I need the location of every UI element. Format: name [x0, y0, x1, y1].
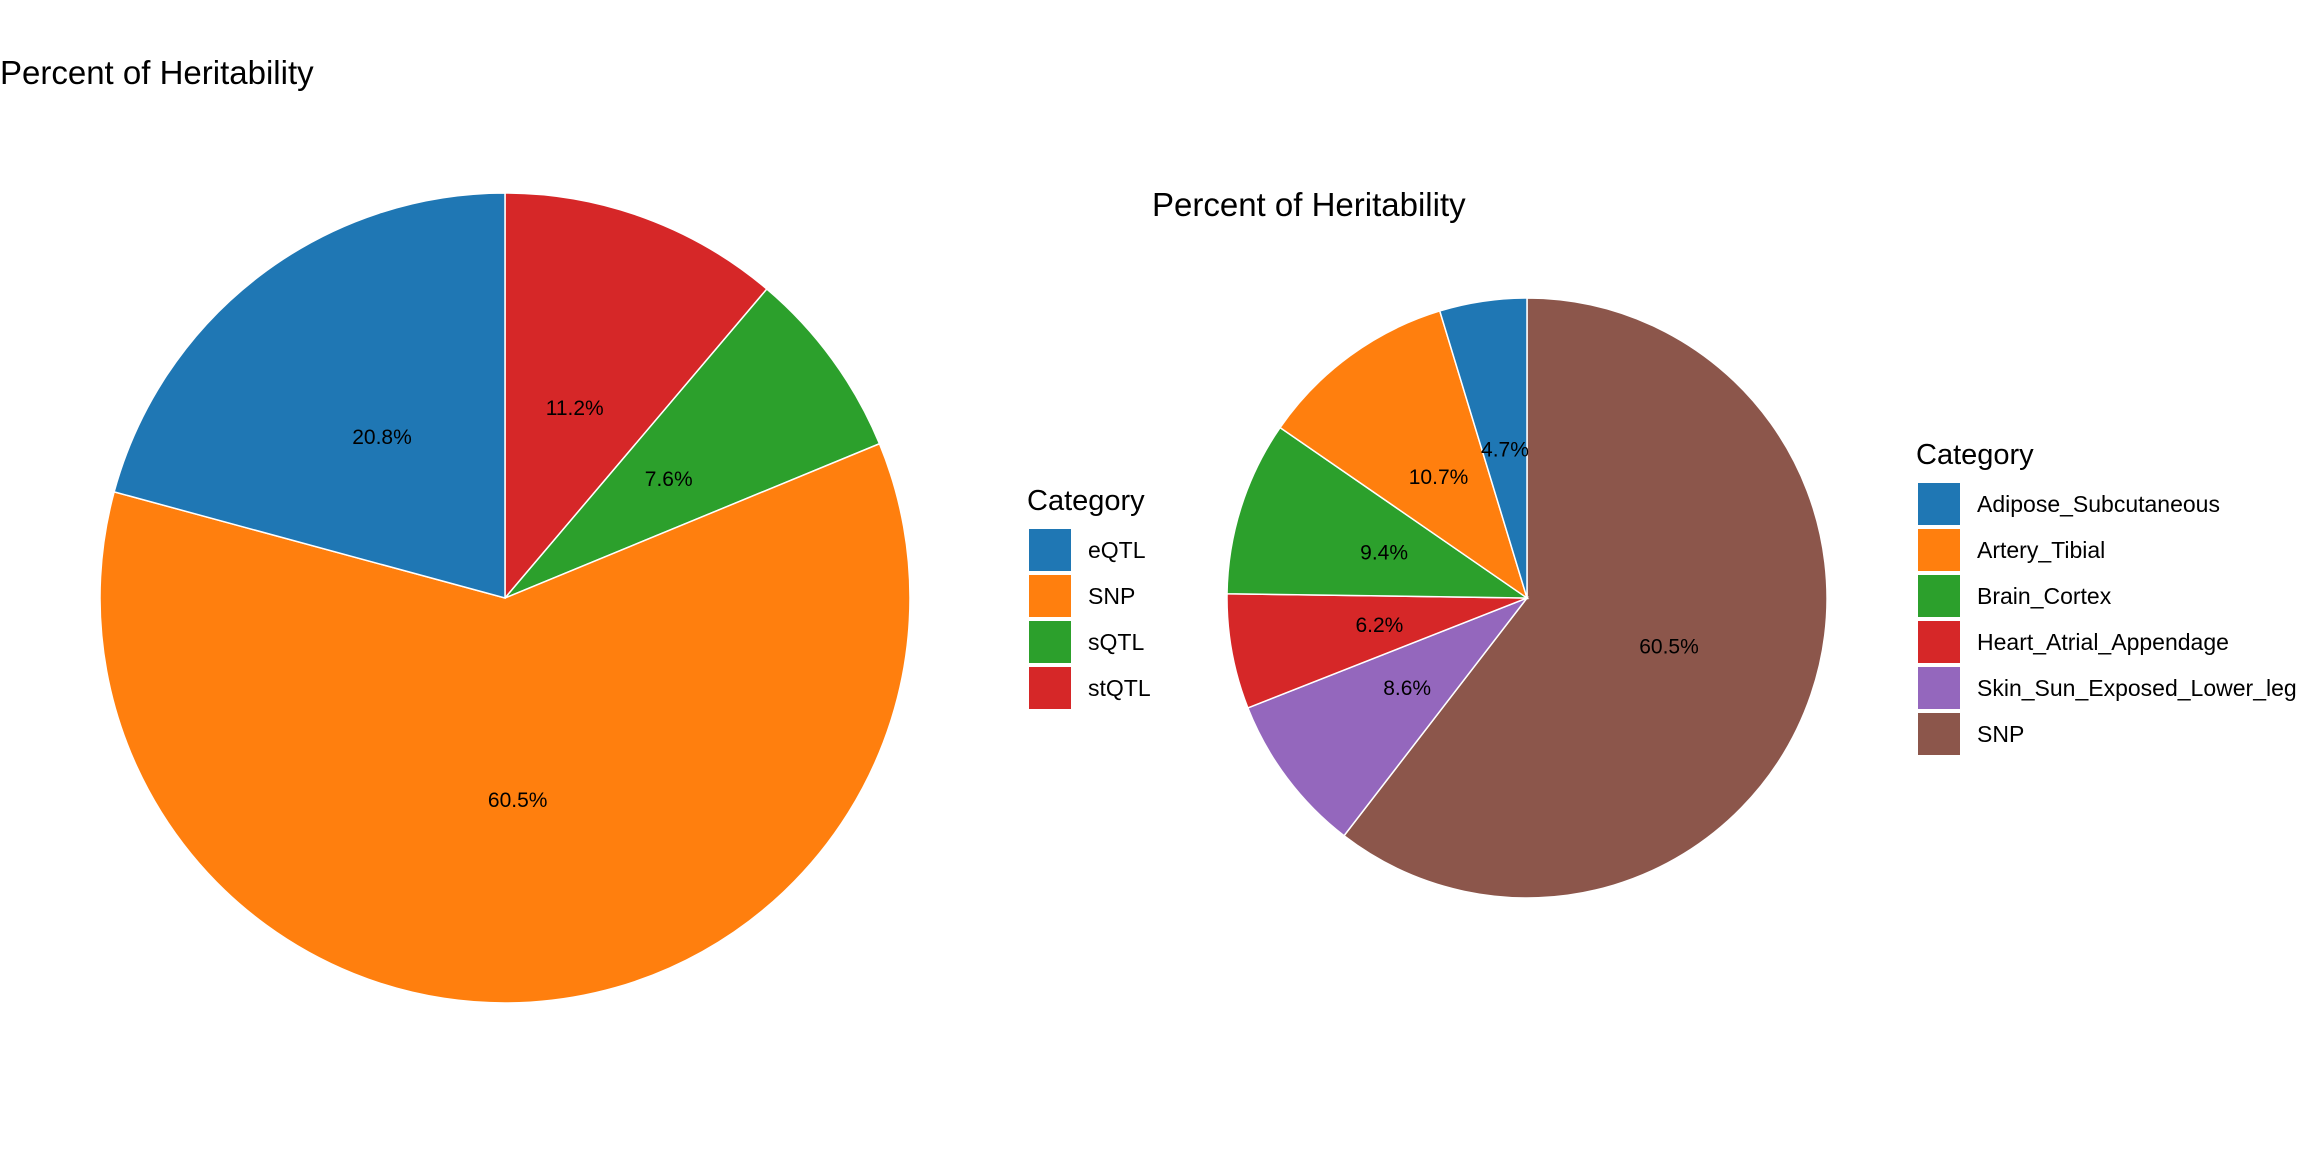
legend-label-Adipose_Subcutaneous: Adipose_Subcutaneous [1977, 491, 2220, 517]
legend-label-SNP: SNP [1977, 721, 2024, 747]
legend-swatch-Artery_Tibial [1918, 529, 1960, 571]
legend-swatch-SNP [1029, 575, 1071, 617]
pie-slice-Adipose_Subcutaneous [1438, 297, 1528, 599]
legend-label-Artery_Tibial: Artery_Tibial [1977, 537, 2105, 563]
legend-swatch-Heart_Atrial_Appendage [1918, 621, 1960, 663]
pie-slice-sQTL [504, 287, 881, 599]
slice-label-Heart_Atrial_Appendage: 6.2% [1355, 614, 1403, 637]
legend-label-stQTL: stQTL [1088, 675, 1151, 701]
slice-label-Brain_Cortex: 9.4% [1360, 541, 1408, 564]
legend-swatch-sQTL [1029, 621, 1071, 663]
legend-title-1: Category [1027, 485, 1145, 517]
slice-label-eQTL: 20.8% [352, 426, 412, 449]
legend-label-Skin_Sun_Exposed_Lower_leg: Skin_Sun_Exposed_Lower_leg [1977, 675, 2297, 701]
chart-title-1: Percent of Heritability [0, 54, 314, 91]
pie-slice-Skin_Sun_Exposed_Lower_leg [1246, 596, 1530, 837]
slice-label-sQTL: 7.6% [645, 468, 693, 491]
legend-label-Brain_Cortex: Brain_Cortex [1977, 583, 2112, 609]
pie-slice-Artery_Tibial [1279, 310, 1529, 600]
slice-label-SNP: 60.5% [488, 789, 548, 812]
legend-label-sQTL: sQTL [1088, 629, 1144, 655]
legend-label-Heart_Atrial_Appendage: Heart_Atrial_Appendage [1977, 629, 2229, 655]
legend-title-2: Category [1916, 439, 2034, 471]
pie-slice-eQTL [113, 192, 506, 599]
legend-swatch-stQTL [1029, 667, 1071, 709]
legend-swatch-Adipose_Subcutaneous [1918, 483, 1960, 525]
slice-label-Adipose_Subcutaneous: 4.7% [1481, 439, 1529, 462]
slice-label-stQTL: 11.2% [546, 397, 604, 420]
legend-swatch-Brain_Cortex [1918, 575, 1960, 617]
chart-title-2: Percent of Heritability [1152, 186, 1466, 223]
pie-slice-SNP [99, 442, 911, 1004]
legend-label-eQTL: eQTL [1088, 537, 1146, 563]
slice-label-SNP: 60.5% [1639, 635, 1699, 658]
legend-label-SNP: SNP [1088, 583, 1135, 609]
pie-slice-Heart_Atrial_Appendage [1226, 593, 1528, 709]
slice-label-Artery_Tibial: 10.7% [1409, 466, 1469, 489]
legend-swatch-eQTL [1029, 529, 1071, 571]
slice-label-Skin_Sun_Exposed_Lower_leg: 8.6% [1383, 677, 1431, 700]
pie-slice-Brain_Cortex [1226, 426, 1530, 599]
pie-slice-stQTL [504, 192, 768, 601]
pie-slice-SNP [1342, 297, 1828, 899]
legend-swatch-Skin_Sun_Exposed_Lower_leg [1918, 667, 1960, 709]
legend-swatch-SNP [1918, 713, 1960, 755]
